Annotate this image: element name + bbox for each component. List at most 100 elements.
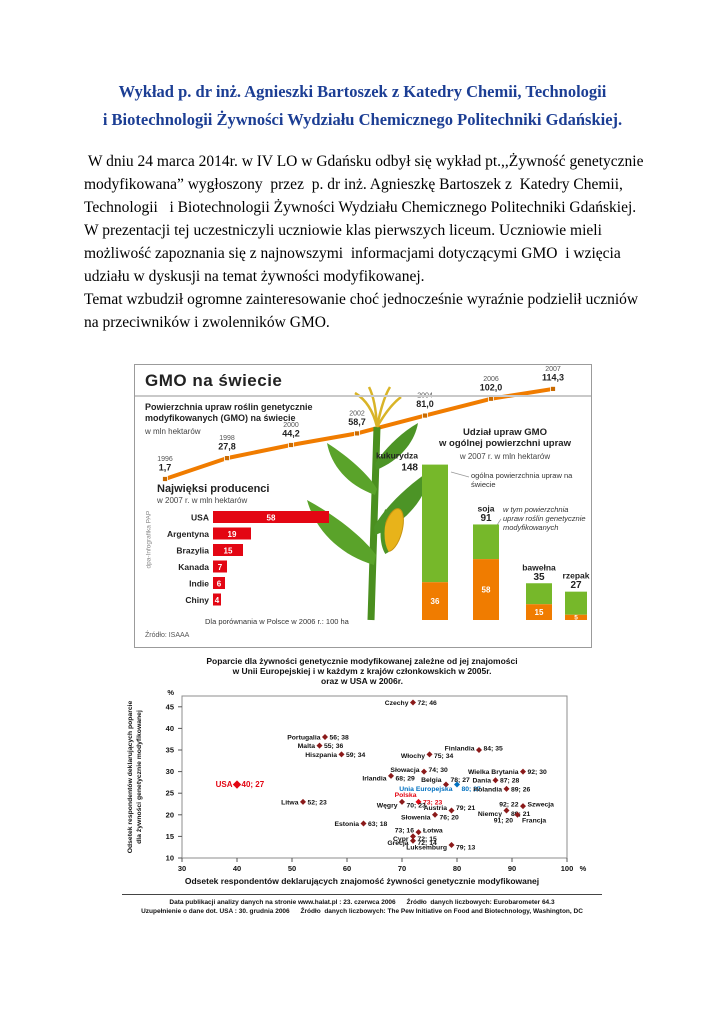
bar-total-soja — [473, 524, 499, 560]
scatter-point-Litwa — [300, 798, 306, 805]
producer-value: 7 — [218, 563, 223, 572]
line-value-label: 27,8 — [218, 442, 236, 452]
producer-bar — [213, 544, 243, 556]
scatter-label: Szwecja — [528, 802, 555, 809]
scatter-title: Poparcie dla żywności genetycznie modyfi… — [122, 656, 602, 686]
producer-value: 58 — [267, 514, 276, 523]
scatter-label: 68; 29 — [396, 775, 415, 782]
bar-gmo-label: 58 — [482, 586, 491, 595]
scatter-label: Estonia — [334, 821, 359, 828]
x-tick-label: 100 — [561, 864, 574, 873]
scatter-label: 92; 30 — [528, 769, 547, 776]
producer-name: Kanada — [178, 562, 209, 572]
legend-gmo-area: w tym powierzchnia upraw roślin genetycz… — [503, 505, 586, 532]
scatter-label: Dania — [472, 778, 491, 785]
scatter-label: Niemcy — [478, 811, 502, 818]
producer-value: 15 — [224, 547, 233, 556]
scatter-label: 79; 13 — [456, 845, 475, 852]
scatter-point-Dania — [492, 777, 499, 784]
infographic-divider — [135, 395, 591, 397]
scatter-label: Austria — [424, 805, 448, 812]
producer-value: 6 — [217, 580, 222, 589]
producers-title: Najwięksi producenci — [157, 483, 270, 495]
scatter-x-axis-label: Odsetek respondentów deklarujących znajo… — [184, 876, 540, 886]
scatter-label: Słowacja — [390, 767, 419, 774]
scatter-label: 80; 27 — [462, 786, 481, 793]
scatter-point-Malta — [316, 742, 323, 749]
scatter-label: Litwa — [281, 799, 299, 806]
scatter-label: 87; 28 — [500, 778, 519, 785]
scatter-label: Hiszpania — [305, 752, 337, 759]
scatter-label: 73; 16 — [395, 828, 414, 835]
bar-name: bawełna — [522, 562, 556, 572]
scatter-label: 76; 20 — [440, 814, 459, 821]
bar-total-label: 27 — [570, 580, 582, 591]
scatter-point-Irlandia — [388, 772, 394, 779]
scatter-label: 72; 14 — [418, 840, 437, 847]
gmo-infographic: 19961,7199827,8200044,2200258,7200481,02… — [134, 364, 592, 648]
line-marker — [224, 455, 230, 462]
scatter-label: Finlandia — [445, 746, 475, 753]
x-tick-label: 70 — [398, 864, 406, 873]
infographic-canvas: 19961,7199827,8200044,2200258,7200481,02… — [157, 366, 590, 622]
scatter-label: 92; 22 — [499, 802, 518, 809]
scatter-label: 73; 23 — [423, 799, 442, 806]
scatter-point-Węgry — [399, 798, 405, 805]
scatter-label: Francja — [522, 817, 546, 824]
producer-name: Argentyna — [167, 529, 209, 539]
infographic-subtitle: Powierzchnia upraw roślin genetycznie mo… — [145, 402, 313, 423]
line-value-label: 1,7 — [159, 463, 172, 473]
y-tick-label: 25 — [166, 789, 174, 798]
line-year-label: 1998 — [219, 435, 235, 442]
scatter-label: 63; 18 — [368, 821, 387, 828]
scatter-point-Hiszpania — [338, 751, 345, 758]
scatter-title-line1: Poparcie dla żywności genetycznie modyfi… — [206, 656, 518, 666]
y-tick-label: 15 — [166, 832, 174, 841]
producer-name: Indie — [189, 579, 209, 589]
producer-bar — [213, 560, 227, 573]
x-tick-label: 90 — [508, 864, 516, 873]
infographic-footnote: Dla porównania w Polsce w 2006 r.: 100 h… — [205, 617, 349, 626]
scatter-label: Polska — [395, 792, 417, 799]
scatter-point-Luksemburg — [448, 842, 455, 849]
line-value-label: 102,0 — [480, 382, 503, 392]
bar-name: rzepak — [563, 571, 590, 581]
scatter-label: Unia Europejska — [399, 786, 452, 793]
support-awareness-chart: Poparcie dla żywności genetycznie modyfi… — [122, 656, 602, 916]
line-marker — [354, 430, 360, 437]
x-tick-label: 50 — [288, 864, 296, 873]
legend-total-area: ogólna powierzchnia upraw na świecie — [471, 471, 573, 489]
scatter-label: Węgry — [377, 802, 398, 809]
y-tick-label: 10 — [166, 854, 174, 863]
infographic-credit: dpa-Infografika PAP — [145, 510, 153, 569]
scatter-footnotes: Data publikacji analizy danych na stroni… — [122, 894, 602, 916]
scatter-label: USA — [216, 780, 233, 789]
scatter-point-Portugalia — [322, 734, 328, 741]
scatter-point-Wielka Brytania — [520, 768, 526, 775]
scatter-point-Polska — [415, 798, 422, 805]
producer-value: 19 — [228, 530, 237, 539]
bar-gmo-label: 36 — [431, 597, 440, 606]
bar-total-label: 148 — [401, 463, 418, 474]
document-title: Wykład p. dr inż. Agnieszki Bartoszek z … — [55, 78, 670, 134]
scatter-point-Belgia — [443, 781, 449, 788]
bar-total-bawełna — [526, 583, 552, 605]
x-axis-percent: % — [580, 864, 587, 873]
line-year-label: 2007 — [545, 366, 561, 373]
y-tick-label: 35 — [166, 746, 174, 755]
scatter-label: Słowenia — [401, 814, 431, 821]
scatter-label: 56; 38 — [330, 735, 349, 742]
bar-gmo-rzepak — [565, 614, 587, 620]
line-year-label: 2006 — [483, 376, 499, 383]
scatter-footnote-line2: Uzupełnienie o dane dot. USA : 30. grudn… — [141, 908, 583, 915]
scatter-label: Irlandia — [362, 775, 386, 782]
title-line-1: Wykład p. dr inż. Agnieszki Bartoszek z … — [118, 82, 607, 101]
paragraph-3: Temat wzbudził ogromne zainteresowanie c… — [84, 291, 642, 331]
scatter-label: Holandia — [473, 786, 502, 793]
scatter-point-Estonia — [360, 820, 367, 827]
infographic-title: GMO na świecie — [145, 371, 283, 390]
producer-bar — [213, 593, 221, 606]
scatter-label: 89; 21 — [511, 811, 530, 818]
